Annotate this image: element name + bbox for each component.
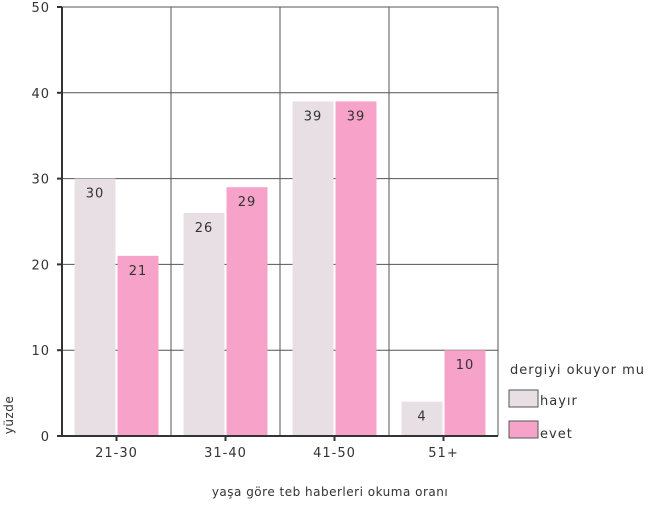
data-label-hayır-41-50: 39 (304, 109, 323, 124)
data-label-evet-31-40: 29 (238, 195, 257, 210)
y-tick-label-5: 50 (31, 1, 50, 16)
legend-swatch-hayir (508, 389, 539, 408)
data-label-evet-41-50: 39 (347, 109, 366, 124)
y-tick-label-4: 40 (31, 87, 50, 102)
data-label-evet-51+: 10 (456, 358, 475, 373)
data-label-hayır-31-40: 26 (195, 221, 214, 236)
x-tick-label-3: 51+ (428, 446, 458, 461)
bar-hayır-41-50 (292, 101, 334, 436)
bar-hayır-51+ (401, 401, 443, 436)
y-axis-title: yüzde (2, 396, 16, 435)
bar-hayır-21-30 (74, 178, 116, 436)
bar-evet-51+ (444, 350, 486, 436)
y-tick-label-0: 0 (41, 430, 50, 445)
y-tick-label-3: 30 (31, 173, 50, 188)
bar-evet-41-50 (335, 101, 377, 436)
data-label-evet-21-30: 21 (129, 264, 148, 279)
x-tick-labels: 21-30 31-40 41-50 51+ (95, 436, 458, 461)
legend-label-hayir: hayır (540, 394, 578, 409)
bar-evet-21-30 (117, 255, 159, 436)
y-tick-label-1: 10 (31, 344, 50, 359)
legend-title: dergiyi okuyor mu (510, 363, 645, 378)
y-tick-labels: 0 10 20 30 40 50 (31, 1, 62, 445)
legend-swatch-evet (508, 420, 539, 439)
legend: dergiyi okuyor mu hayır evet (508, 363, 645, 442)
x-tick-label-1: 31-40 (204, 446, 247, 461)
y-tick-label-2: 20 (31, 258, 50, 273)
x-tick-label-2: 41-50 (313, 446, 356, 461)
bar-evet-31-40 (226, 187, 268, 436)
axes (61, 7, 498, 437)
data-label-hayır-51+: 4 (417, 410, 426, 425)
bar-hayır-31-40 (183, 212, 225, 436)
legend-label-evet: evet (540, 427, 573, 442)
bars (74, 101, 486, 436)
data-labels: 30 26 39 4 21 29 39 10 (86, 109, 475, 425)
x-tick-label-0: 21-30 (95, 446, 138, 461)
x-axis-title: yaşa göre teb haberleri okuma oranı (212, 485, 448, 499)
data-label-hayır-21-30: 30 (86, 187, 105, 202)
